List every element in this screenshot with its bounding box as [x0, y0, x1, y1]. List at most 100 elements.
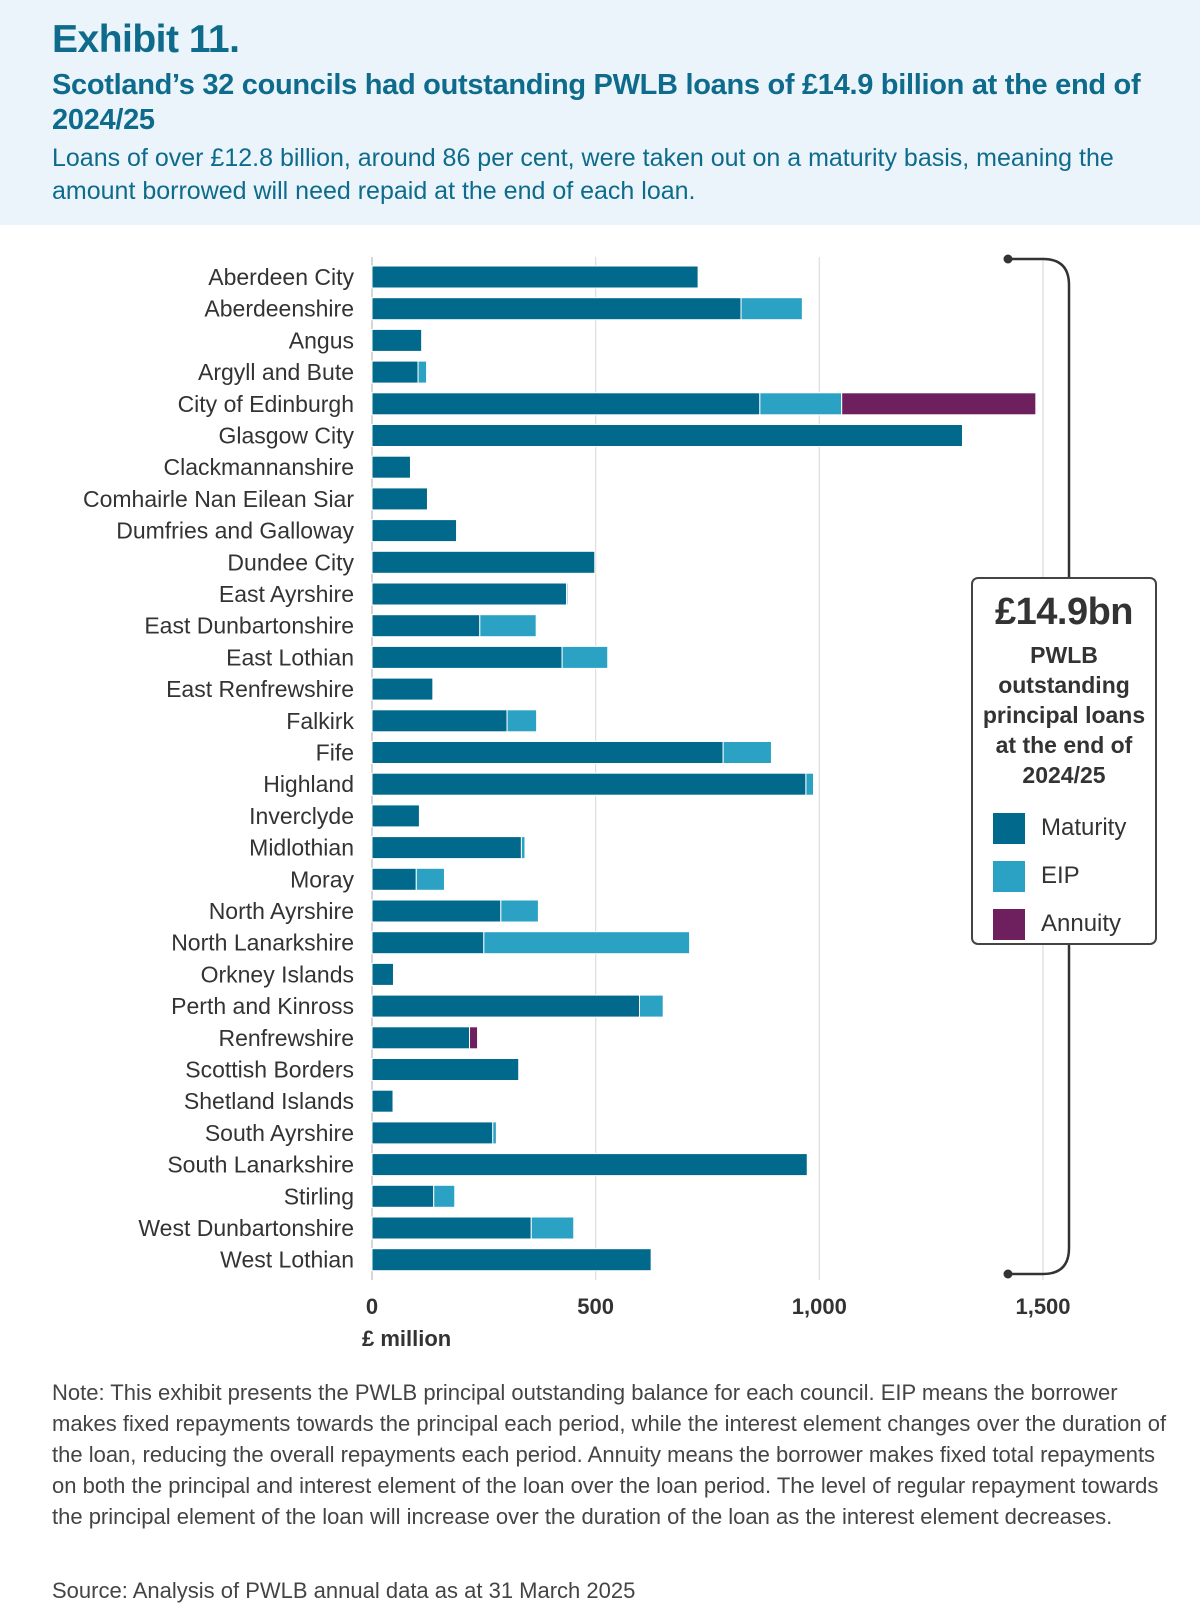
bar-segment-maturity: [371, 487, 428, 511]
category-label: Dundee City: [227, 549, 354, 575]
category-label: West Dunbartonshire: [138, 1215, 354, 1241]
bar-segment-maturity: [371, 899, 502, 923]
total-description: PWLB outstanding principal loans at the …: [982, 642, 1146, 788]
bar-segment-maturity: [371, 265, 699, 289]
bar-segment-eip: [492, 1121, 497, 1145]
bar-segment-maturity: [371, 962, 394, 986]
category-label: Argyll and Bute: [198, 359, 354, 385]
category-label: West Lothian: [220, 1247, 354, 1273]
bar-segment-eip: [561, 645, 609, 669]
bar-segment-eip: [759, 392, 843, 416]
chart-title: Scotland’s 32 councils had outstanding P…: [52, 69, 1141, 136]
bar-segment-eip: [483, 931, 691, 955]
category-label: Clackmannanshire: [164, 454, 354, 480]
category-label: Aberdeenshire: [204, 296, 354, 322]
category-label: Falkirk: [286, 708, 354, 734]
bar-segment-annuity: [841, 392, 1037, 416]
bar-segment-maturity: [371, 614, 481, 638]
bar-segment-eip: [805, 772, 815, 796]
bar-segment-maturity: [371, 519, 458, 543]
category-label: Dumfries and Galloway: [116, 518, 354, 544]
bar-segment-maturity: [371, 1184, 435, 1208]
bar-segment-maturity: [371, 455, 411, 479]
bar-segment-maturity: [371, 836, 522, 860]
legend-item-maturity: Maturity: [993, 804, 1155, 852]
category-label: East Dunbartonshire: [144, 613, 354, 639]
legend-callout: £14.9bn PWLB outstanding principal loans…: [971, 577, 1157, 945]
category-label: Fife: [316, 740, 354, 766]
bar-segment-eip: [500, 899, 539, 923]
category-label: North Ayrshire: [209, 898, 354, 924]
bar-segment-maturity: [371, 1153, 808, 1177]
bar-segment-eip: [417, 360, 428, 384]
bar-segment-maturity: [371, 772, 807, 796]
legend: Maturity EIP Annuity: [973, 804, 1155, 948]
category-label: Inverclyde: [249, 803, 354, 829]
chart-subtitle: Loans of over £12.8 billion, around 86 p…: [52, 144, 1114, 205]
x-axis-ticks: 0 500 1,000 1,500: [366, 1294, 1071, 1319]
category-label: East Ayrshire: [219, 581, 354, 607]
legend-label: Annuity: [1041, 910, 1122, 937]
category-label: Highland: [263, 771, 354, 797]
bar-segment-annuity: [469, 1026, 479, 1050]
eip-swatch: [993, 860, 1025, 892]
category-label: Shetland Islands: [184, 1088, 354, 1114]
bar-segment-maturity: [371, 360, 419, 384]
footnote: Note: This exhibit presents the PWLB pri…: [52, 1380, 1167, 1529]
category-label: East Lothian: [226, 644, 354, 670]
bar-segment-maturity: [371, 1248, 652, 1272]
category-label: East Renfrewshire: [166, 676, 354, 702]
legend-label: Maturity: [1041, 814, 1127, 841]
maturity-swatch: [993, 812, 1025, 844]
bar-segment-eip: [415, 867, 445, 891]
exhibit-number: Exhibit 11.: [52, 18, 240, 61]
x-tick-label: 500: [577, 1294, 614, 1319]
category-label: Scottish Borders: [185, 1057, 354, 1083]
category-label: Aberdeen City: [208, 264, 354, 290]
bar-segment-maturity: [371, 424, 963, 447]
category-label: North Lanarkshire: [171, 930, 354, 956]
bar-segment-maturity: [371, 582, 568, 606]
bar-segment-maturity: [371, 1026, 471, 1050]
category-label: Glasgow City: [219, 423, 355, 449]
bars: [371, 265, 1037, 1272]
bar-segment-maturity: [371, 1216, 532, 1240]
category-label: Comhairle Nan Eilean Siar: [83, 486, 354, 512]
annuity-swatch: [993, 908, 1025, 940]
bar-segment-maturity: [371, 1058, 520, 1081]
x-tick-label: 0: [366, 1294, 378, 1319]
bar-segment-maturity: [371, 392, 761, 416]
x-tick-label: 1,000: [792, 1294, 847, 1319]
bar-segment-maturity: [371, 645, 563, 669]
bar-segment-eip: [566, 582, 569, 606]
bar-segment-maturity: [371, 550, 596, 574]
category-label: Angus: [289, 327, 354, 353]
source-note: Source: Analysis of PWLB annual data as …: [52, 1578, 636, 1603]
category-label: Moray: [290, 866, 354, 892]
bracket-dot-bottom: [1003, 1269, 1013, 1279]
category-label: Perth and Kinross: [171, 993, 354, 1019]
bar-segment-maturity: [371, 867, 417, 891]
bar-segment-maturity: [371, 804, 420, 828]
total-value: £14.9bn: [994, 591, 1134, 633]
category-labels: Aberdeen City Aberdeenshire Angus Argyll an…: [83, 264, 355, 1273]
category-label: Midlothian: [249, 835, 354, 861]
legend-item-annuity: Annuity: [993, 900, 1155, 948]
category-label: South Lanarkshire: [167, 1152, 354, 1178]
bar-segment-eip: [479, 614, 537, 638]
legend-item-eip: EIP: [993, 852, 1155, 900]
x-axis-label: £ million: [362, 1326, 451, 1351]
bar-segment-maturity: [371, 931, 485, 955]
bar-segment-eip: [639, 994, 664, 1018]
category-label: Renfrewshire: [219, 1025, 355, 1051]
bar-segment-maturity: [371, 994, 641, 1018]
bar-segment-maturity: [371, 297, 742, 321]
bar-segment-maturity: [371, 1121, 494, 1145]
bar-segment-eip: [530, 1216, 575, 1240]
bar-chart: Aberdeen City Aberdeenshire Angus Argyll an…: [83, 254, 1071, 1351]
category-label: Stirling: [284, 1183, 354, 1209]
bar-segment-eip: [520, 836, 526, 860]
bar-segment-eip: [722, 741, 772, 764]
bar-segment-maturity: [371, 709, 508, 733]
bar-segment-eip: [506, 709, 538, 733]
